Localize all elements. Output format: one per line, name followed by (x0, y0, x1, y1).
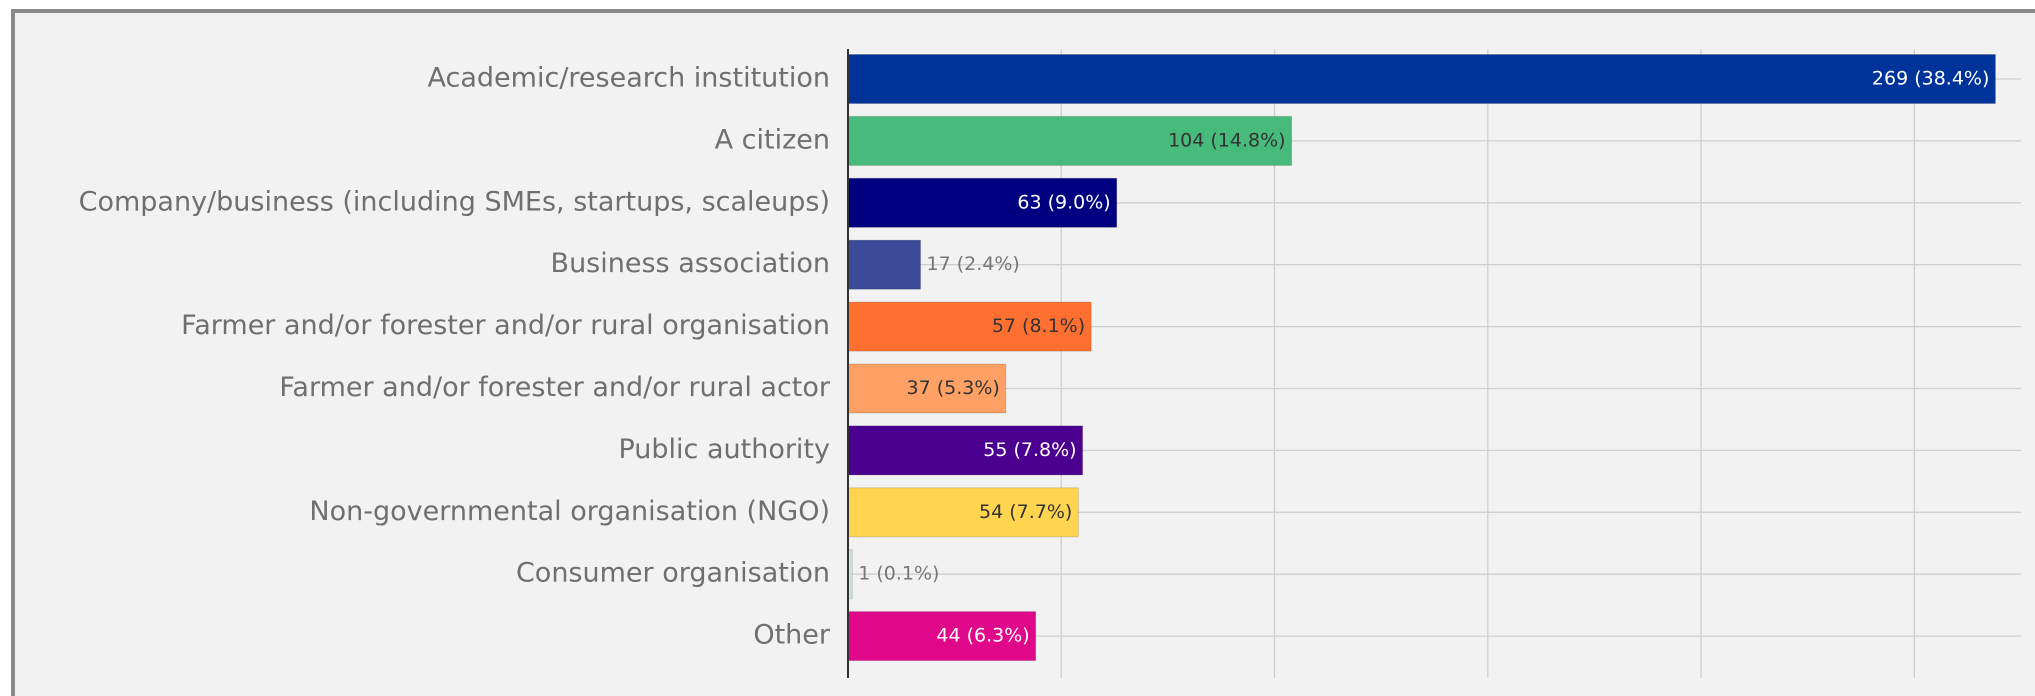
category-label: Farmer and/or forester and/or rural orga… (181, 310, 830, 341)
frame (11, 9, 2035, 696)
value-label: 17 (2.4%) (927, 253, 1020, 275)
bar (847, 239, 922, 290)
bar (847, 115, 1293, 166)
category-label: Public authority (618, 434, 830, 465)
value-label: 37 (5.3%) (907, 377, 1000, 399)
value-label: 269 (38.4%) (1872, 68, 1990, 90)
bar (847, 363, 1007, 414)
category-label: Company/business (including SMEs, startu… (79, 186, 830, 217)
value-label: 104 (14.8%) (1168, 129, 1286, 151)
category-label: Consumer organisation (516, 558, 830, 589)
bar (847, 177, 1118, 228)
category-label: Farmer and/or forester and/or rural acto… (279, 372, 831, 403)
category-label: A citizen (715, 124, 830, 155)
value-label: 1 (0.1%) (858, 563, 939, 585)
category-label: Other (753, 620, 831, 651)
category-label: Academic/research institution (428, 63, 830, 94)
value-label: 57 (8.1%) (992, 315, 1085, 337)
bar (847, 54, 1996, 104)
value-label: 55 (7.8%) (983, 439, 1076, 461)
value-label: 63 (9.0%) (1017, 191, 1110, 213)
category-label: Non-governmental organisation (NGO) (309, 496, 830, 527)
value-label: 54 (7.7%) (979, 501, 1072, 523)
category-label: Business association (551, 248, 830, 279)
value-label: 44 (6.3%) (936, 625, 1029, 647)
bar (847, 301, 1092, 352)
